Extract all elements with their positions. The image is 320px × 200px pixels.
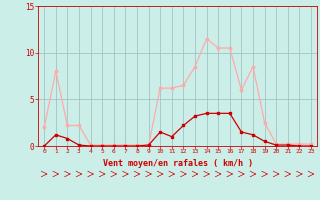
X-axis label: Vent moyen/en rafales ( km/h ): Vent moyen/en rafales ( km/h ) (103, 159, 252, 168)
